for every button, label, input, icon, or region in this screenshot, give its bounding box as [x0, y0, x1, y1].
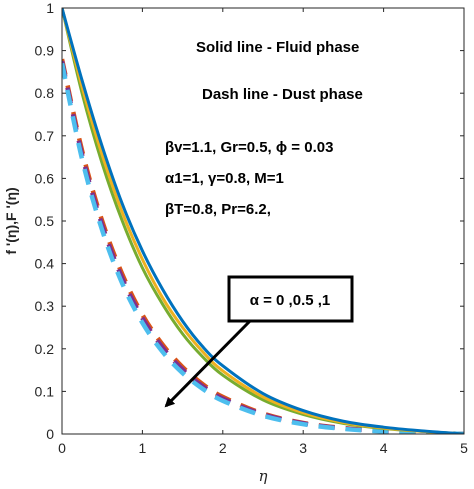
x-axis-label: η — [259, 467, 268, 485]
y-axis-label: f '(η),F '(η) — [3, 187, 19, 254]
y-tick-label: 0.9 — [35, 43, 55, 59]
y-tick-label: 0.2 — [35, 341, 55, 357]
y-tick-label: 0.7 — [35, 128, 55, 144]
x-tick-label: 1 — [139, 440, 147, 456]
arrow-line — [164, 319, 252, 408]
y-tick-label: 0.4 — [35, 256, 55, 272]
x-tick-label: 2 — [219, 440, 227, 456]
series-line-fluid-1 — [62, 8, 464, 434]
y-tick-label: 0.3 — [35, 298, 55, 314]
series-line-fluid-3 — [62, 8, 464, 434]
annotation-params-3: βT=0.8, Pr=6.2, — [165, 201, 271, 218]
y-tick-label: 0.8 — [35, 85, 55, 101]
series-line-dust-1 — [62, 58, 464, 434]
annotation-params-1: βv=1.1, Gr=0.5, ϕ = 0.03 — [165, 139, 333, 156]
x-tick-label: 0 — [58, 440, 66, 456]
annotation-dash-line: Dash line - Dust phase — [202, 86, 363, 103]
x-tick-label: 4 — [380, 440, 388, 456]
series-line-dust-3 — [62, 62, 464, 434]
series-layer — [62, 8, 464, 434]
y-tick-label: 0.6 — [35, 170, 55, 186]
arrow-label-box — [227, 275, 354, 323]
annotation-solid-line: Solid line - Fluid phase — [196, 39, 359, 56]
series-line-dust-2 — [62, 60, 464, 434]
x-tick-label: 3 — [299, 440, 307, 456]
axis-ticks: 0 1 2 3 4 5 0 0.1 0.2 0.3 0.4 0.5 0.6 0.7 0.8 0.9 1 — [35, 0, 469, 456]
y-tick-label: 0.5 — [35, 213, 55, 229]
annotation-params-2: α1=1, γ=0.8, M=1 — [165, 170, 284, 187]
y-tick-label: 0 — [46, 426, 54, 442]
y-tick-label: 1 — [46, 0, 54, 16]
y-tick-label: 0.1 — [35, 383, 55, 399]
arrow-label: α = 0 ,0.5 ,1 — [250, 292, 331, 309]
x-tick-label: 5 — [460, 440, 468, 456]
